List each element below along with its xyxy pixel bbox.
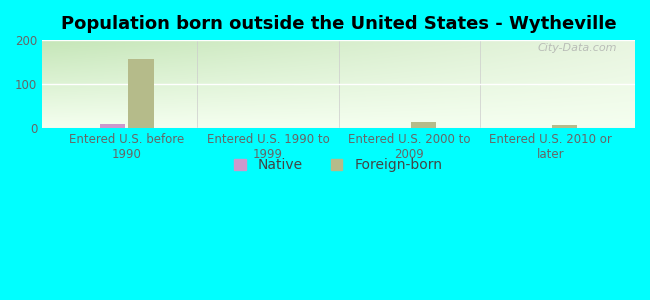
Bar	[128, 59, 153, 128]
Bar	[411, 122, 436, 128]
Bar	[552, 125, 577, 128]
Text: City-Data.com: City-Data.com	[538, 43, 618, 53]
Legend: Native, Foreign-born: Native, Foreign-born	[235, 158, 443, 172]
Bar	[100, 124, 125, 128]
Title: Population born outside the United States - Wytheville: Population born outside the United State…	[60, 15, 616, 33]
